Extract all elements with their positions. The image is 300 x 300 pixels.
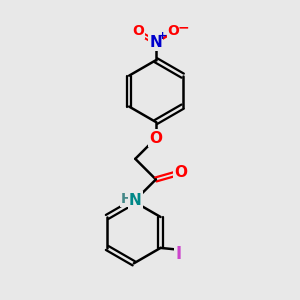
- Text: O: O: [168, 24, 179, 38]
- Text: O: O: [174, 165, 188, 180]
- Text: H: H: [121, 192, 132, 206]
- Text: O: O: [132, 24, 144, 38]
- Text: −: −: [178, 20, 189, 34]
- Text: N: N: [129, 193, 142, 208]
- Text: N: N: [149, 35, 162, 50]
- Text: I: I: [175, 245, 181, 263]
- Text: +: +: [158, 31, 167, 41]
- Text: O: O: [149, 131, 162, 146]
